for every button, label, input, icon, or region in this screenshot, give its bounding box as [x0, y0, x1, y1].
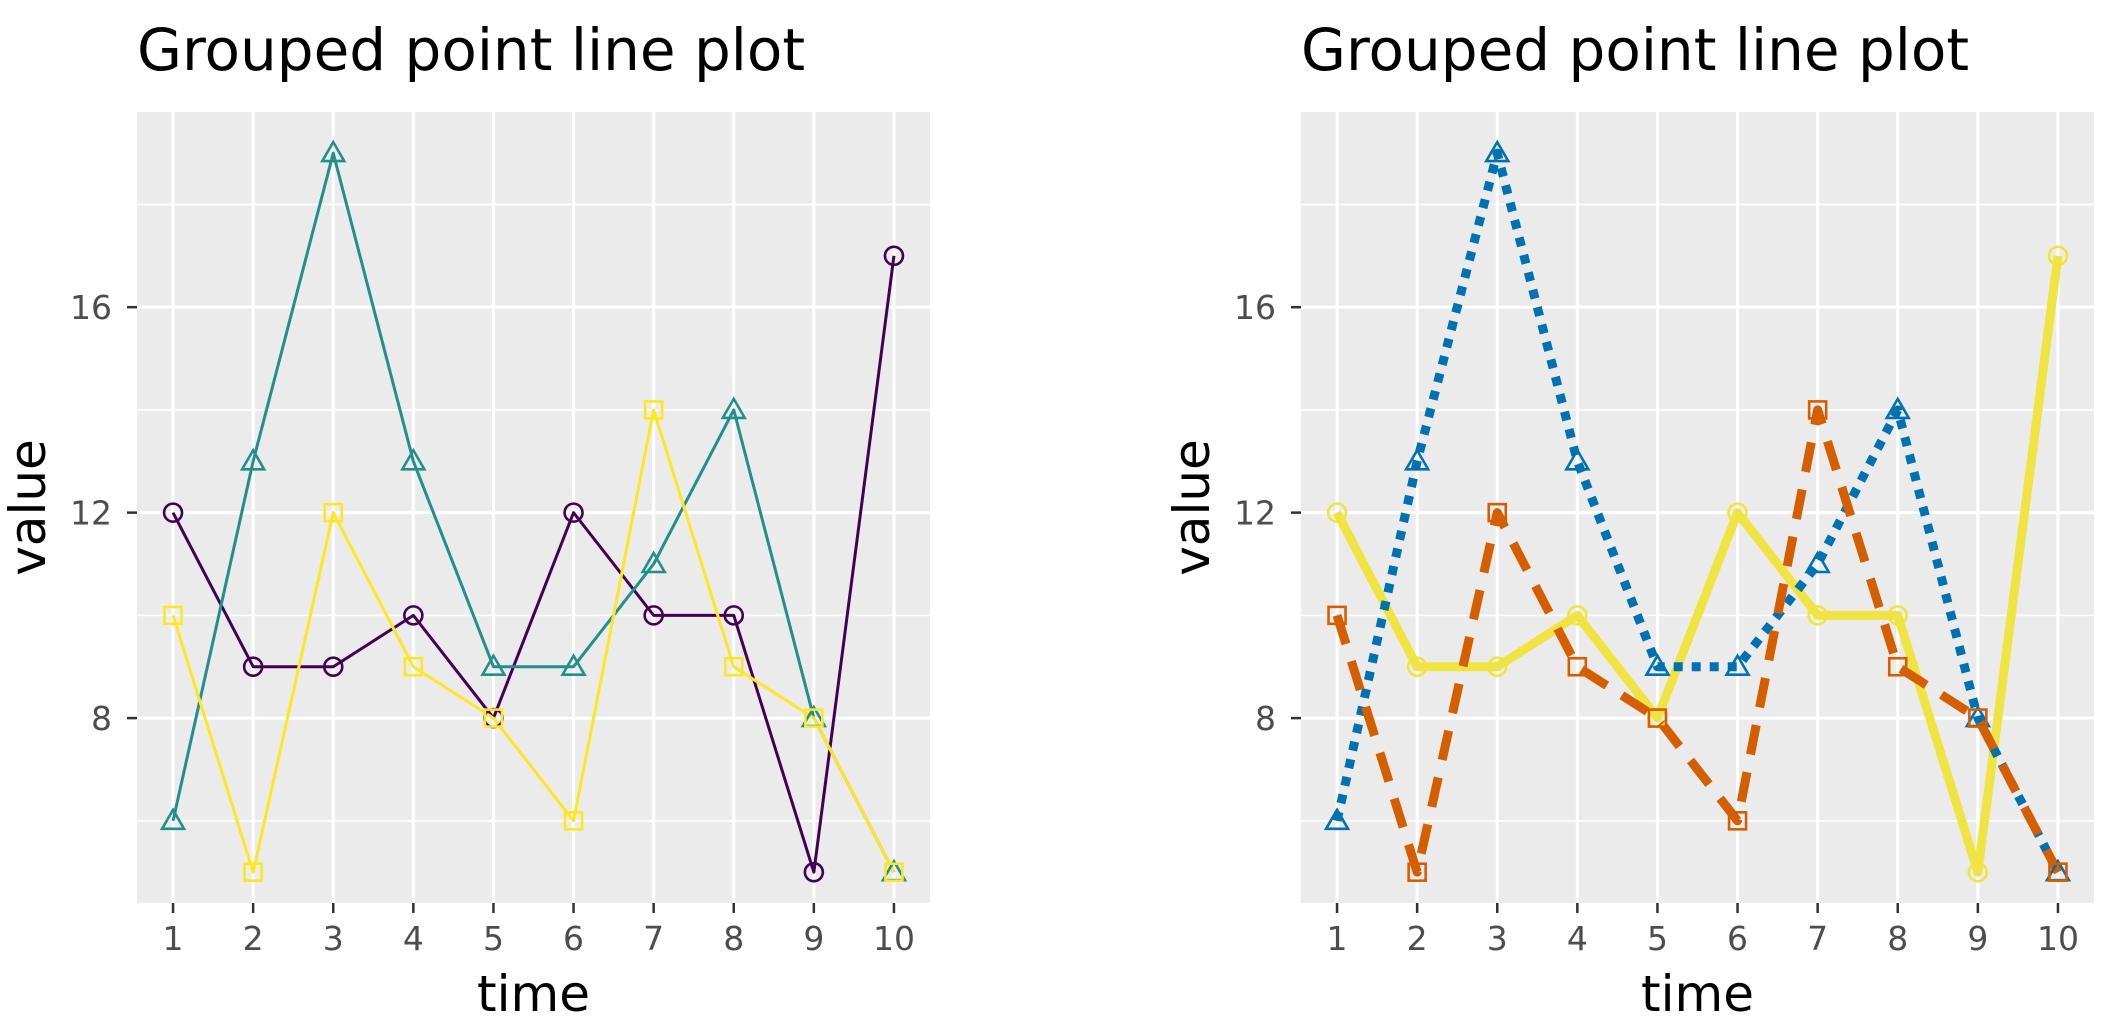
y-axis-title: value [1163, 439, 1221, 576]
data-point-circle [1807, 605, 1828, 626]
data-point-square [563, 811, 584, 831]
data-point-triangle [400, 447, 427, 471]
data-point-circle [403, 605, 424, 626]
y-tick-label: 12 [70, 494, 112, 533]
data-point-circle [1567, 605, 1588, 626]
data-point-square [243, 862, 263, 882]
series-line-2 [171, 151, 896, 873]
series-line-2 [1332, 148, 2062, 875]
chart-title: Grouped point line plot [137, 16, 805, 84]
x-tick-label: 9 [1967, 919, 1988, 958]
data-point-circle [1727, 502, 1748, 523]
data-point-triangle [1564, 447, 1591, 471]
y-axis-title: value [0, 439, 57, 576]
data-point-square [2048, 862, 2068, 882]
x-tick-label: 7 [1807, 919, 1828, 958]
x-axis-title: time [1641, 965, 1754, 1017]
data-point-square [163, 605, 183, 626]
data-point-triangle [319, 139, 347, 163]
data-point-square [1487, 502, 1508, 523]
data-point-circle [803, 861, 825, 883]
data-point-triangle [1483, 139, 1511, 163]
data-point-triangle [239, 447, 267, 471]
data-point-triangle [560, 653, 587, 677]
data-point-circle [322, 656, 344, 678]
data-point-square [723, 656, 744, 677]
data-point-square [1968, 708, 1988, 728]
data-point-circle [643, 605, 664, 626]
data-point-circle [883, 245, 905, 267]
y-tick-label: 8 [91, 699, 112, 738]
x-tick-label: 3 [1487, 919, 1508, 958]
y-tick-label: 16 [1234, 288, 1276, 327]
data-point-triangle [1884, 396, 1912, 420]
plot-background [137, 112, 930, 903]
x-tick-label: 6 [1727, 919, 1748, 958]
series-line-3 [1332, 405, 2062, 877]
x-tick-label: 1 [163, 919, 184, 958]
data-point-triangle [1804, 550, 1831, 574]
data-point-square [1407, 862, 1427, 882]
x-tick-label: 2 [1407, 919, 1428, 958]
series-line-1 [1333, 255, 2063, 877]
y-tick-label: 8 [1255, 699, 1276, 738]
plot-background [1301, 112, 2094, 903]
series-line-3 [171, 408, 896, 874]
x-tick-label: 2 [243, 919, 264, 958]
data-point-square [1647, 708, 1668, 728]
data-point-circle [1486, 656, 1508, 678]
data-point-square [1887, 656, 1908, 677]
x-tick-label: 8 [1887, 919, 1908, 958]
x-axis-title: time [477, 965, 590, 1017]
data-point-triangle [1644, 653, 1671, 677]
data-point-triangle [159, 807, 187, 831]
data-point-circle [162, 502, 184, 523]
data-point-square [1327, 605, 1347, 626]
y-tick-label: 12 [1234, 494, 1276, 533]
y-tick-label: 16 [70, 288, 112, 327]
x-tick-label: 4 [403, 919, 424, 958]
data-point-square [1567, 656, 1588, 677]
data-point-square [323, 502, 344, 523]
x-tick-label: 5 [483, 919, 504, 958]
data-point-square [1727, 811, 1748, 831]
data-point-square [804, 708, 824, 728]
data-point-square [483, 708, 504, 728]
x-tick-label: 7 [643, 919, 664, 958]
data-point-circle [1967, 861, 1989, 883]
x-tick-label: 10 [2037, 919, 2079, 958]
data-point-circle [723, 605, 745, 626]
x-tick-label: 9 [803, 919, 824, 958]
chart-title: Grouped point line plot [1301, 16, 1969, 84]
x-tick-label: 8 [723, 919, 744, 958]
data-point-circle [242, 656, 264, 678]
x-tick-label: 10 [873, 919, 915, 958]
data-point-circle [1406, 656, 1428, 678]
x-tick-label: 4 [1567, 919, 1588, 958]
series-line-1 [171, 255, 896, 874]
data-point-triangle [640, 550, 667, 574]
x-tick-label: 3 [323, 919, 344, 958]
data-point-square [1807, 400, 1828, 420]
x-tick-label: 6 [563, 919, 584, 958]
data-point-triangle [480, 653, 507, 677]
x-tick-label: 1 [1327, 919, 1348, 958]
data-point-circle [563, 502, 584, 523]
data-point-circle [1887, 605, 1909, 626]
data-point-square [403, 656, 424, 677]
data-point-circle [1326, 502, 1348, 523]
x-tick-label: 5 [1647, 919, 1668, 958]
data-point-square [643, 400, 664, 420]
data-point-triangle [1724, 653, 1751, 677]
data-point-circle [2047, 245, 2069, 267]
data-point-square [884, 862, 904, 882]
data-point-triangle [1403, 447, 1431, 471]
data-point-triangle [720, 396, 748, 420]
data-point-triangle [1323, 807, 1351, 831]
